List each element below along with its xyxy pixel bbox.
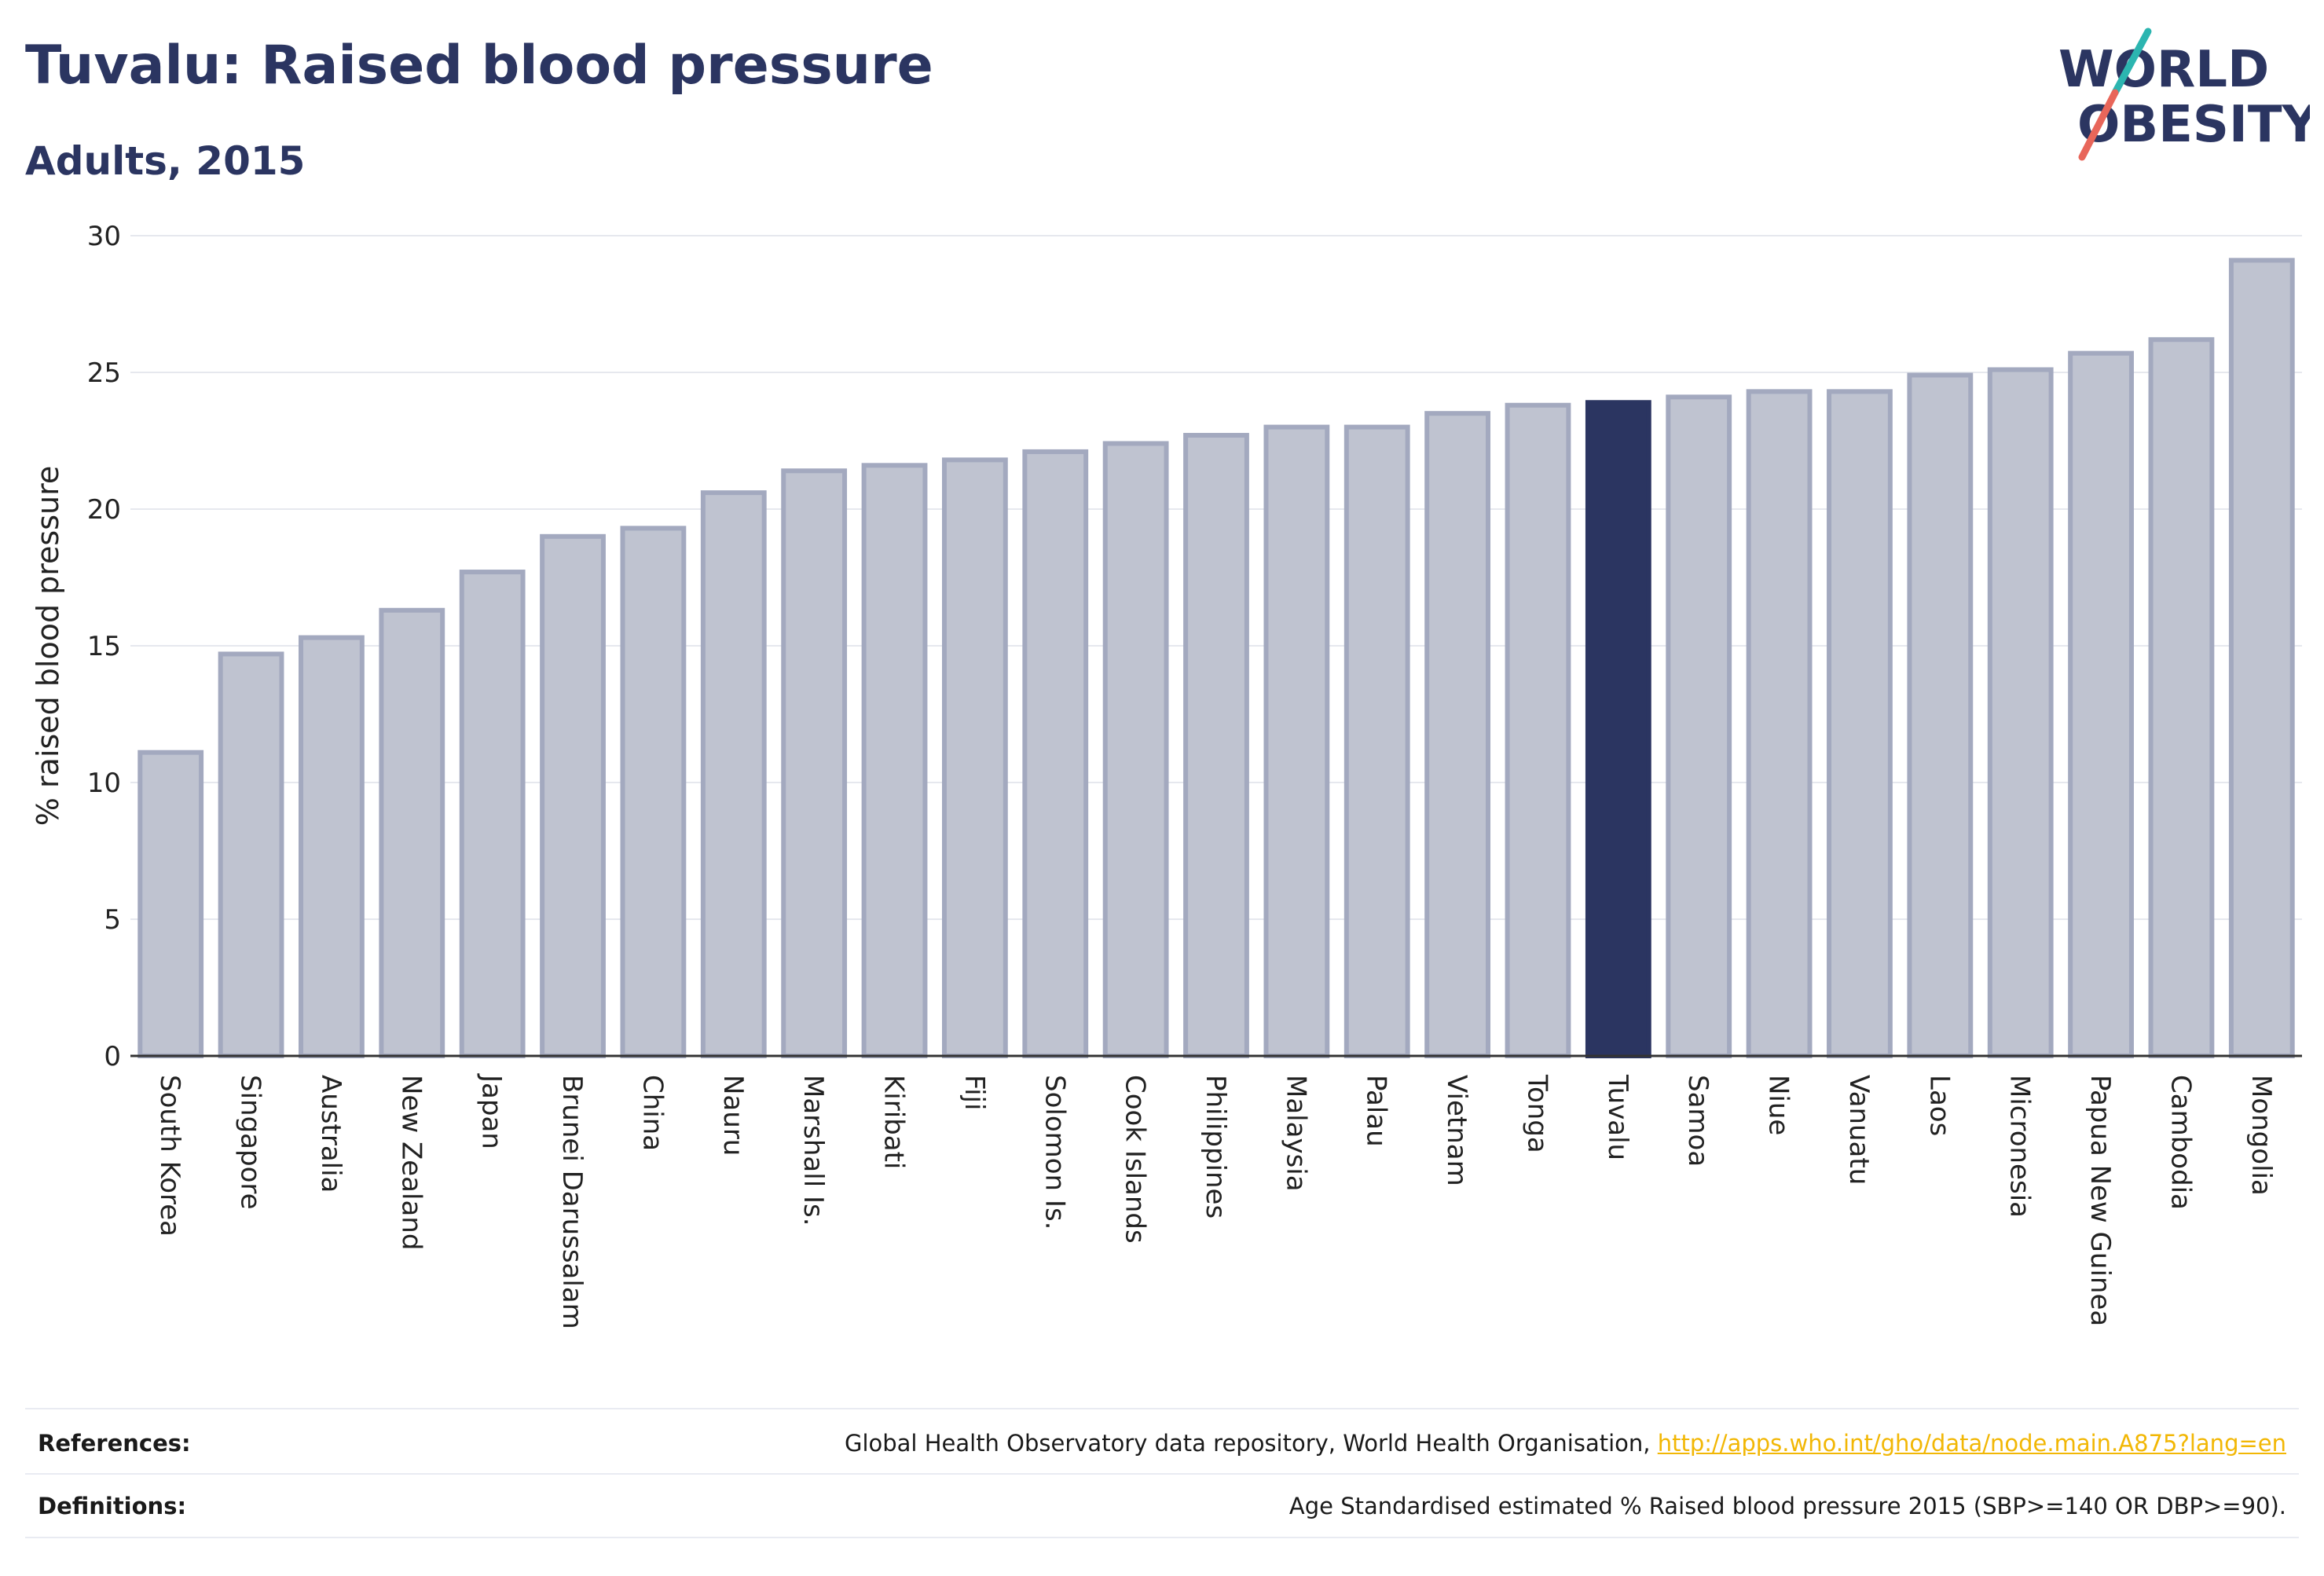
bar-niue [1746,389,1813,1058]
bar-papua-new-guinea [2068,350,2134,1058]
x-tick-label: Tonga [1521,1074,1552,1153]
x-tick-label: Marshall Is. [797,1075,829,1226]
bar-kiribati [861,463,928,1058]
x-tick-label: Nauru [717,1075,749,1156]
y-tick-label: 20 [87,494,121,526]
x-tick-label: Malaysia [1280,1075,1311,1192]
bar-cambodia [2148,337,2215,1058]
footer-divider [25,1473,2299,1475]
references-text: Global Health Observatory data repositor… [844,1430,1658,1457]
bar-mongolia [2228,258,2295,1058]
x-tick-label: Cook Islands [1120,1075,1151,1244]
bar-vietnam [1424,411,1491,1058]
bar-malaysia [1263,424,1330,1058]
bar-fiji [941,457,1008,1058]
x-tick-label: Japan [476,1073,508,1149]
x-tick-label: South Korea [154,1075,185,1237]
chart-subtitle: Adults, 2015 [25,138,306,184]
x-tick-label: Singapore [235,1075,266,1210]
bar-vanuatu [1827,389,1893,1058]
definitions-label: Definitions: [38,1493,187,1519]
x-tick-label: Cambodia [2165,1075,2196,1210]
references-link[interactable]: http://apps.who.int/gho/data/node.main.A… [1657,1430,2286,1457]
x-tick-label: Samoa [1682,1075,1714,1167]
bar-philippines [1183,433,1249,1058]
bar-australia [299,635,365,1058]
x-tick-label: Laos [1923,1075,1955,1136]
bar-nauru [700,490,767,1058]
x-tick-label: Philippines [1200,1075,1231,1219]
x-tick-label: Vanuatu [1843,1075,1875,1185]
x-tick-label: Brunei Darussalam [556,1075,588,1329]
bar-tonga [1505,402,1571,1058]
bar-micronesia [1987,367,2054,1058]
references-label: References: [38,1430,191,1457]
logo-slash-teal [2111,27,2152,97]
x-tick-label: China [636,1075,668,1151]
y-tick-label: 0 [104,1041,121,1072]
logo-slash-coral [2078,89,2119,161]
x-tick-label: Fiji [959,1075,990,1110]
bar-tuvalu [1585,400,1651,1058]
x-tick-label: Palau [1361,1075,1392,1147]
y-tick-label: 5 [104,904,121,936]
logo-word-obesity: OBESITY [2077,96,2310,154]
footer-divider [25,1537,2299,1538]
bar-palau [1343,424,1410,1058]
y-tick-label: 30 [87,221,121,252]
bar-south-korea [137,750,204,1058]
bar-samoa [1666,394,1732,1058]
x-tick-label: Tuvalu [1602,1074,1633,1160]
references-value: Global Health Observatory data repositor… [845,1430,2286,1457]
x-tick-label: Niue [1763,1075,1794,1135]
footer-divider [25,1408,2299,1409]
x-tick-label: Vietnam [1441,1075,1472,1186]
bar-brunei-darussalam [540,533,606,1058]
definitions-row: Definitions: Age Standardised estimated … [25,1475,2299,1540]
world-obesity-logo: WORLD OBESITY [2058,27,2310,161]
y-tick-label: 10 [87,768,121,799]
bar-chart: 0 5 10 15 20 25 30 % raised blood pressure Sout… [31,221,2302,1329]
logo-word-world: WORLD [2058,41,2269,99]
bar-solomon-is [1022,449,1089,1058]
x-tick-label: Mongolia [2245,1075,2277,1196]
x-tick-label: New Zealand [395,1075,427,1250]
chart-title: Tuvalu: Raised blood pressure [25,35,933,97]
x-tick-label: Solomon Is. [1039,1075,1070,1230]
x-tick-label: Kiribati [878,1075,910,1169]
bar-singapore [218,651,284,1058]
definitions-text: Age Standardised estimated % Raised bloo… [1288,1493,2286,1519]
bar-new-zealand [379,607,445,1058]
x-tick-label: Micronesia [2004,1075,2036,1218]
x-tick-label: Australia [315,1075,346,1193]
bar-china [620,526,687,1058]
y-axis-label: % raised blood pressure [31,466,65,826]
bar-cook-islands [1102,441,1169,1058]
y-tick-label: 25 [87,357,121,389]
x-tick-label: Papua New Guinea [2084,1075,2116,1326]
bar-marshall-is [781,468,848,1058]
bar-laos [1907,372,1974,1059]
y-tick-label: 15 [87,631,121,662]
references-row: References: Global Health Observatory da… [25,1413,2299,1477]
bar-japan [459,570,526,1058]
